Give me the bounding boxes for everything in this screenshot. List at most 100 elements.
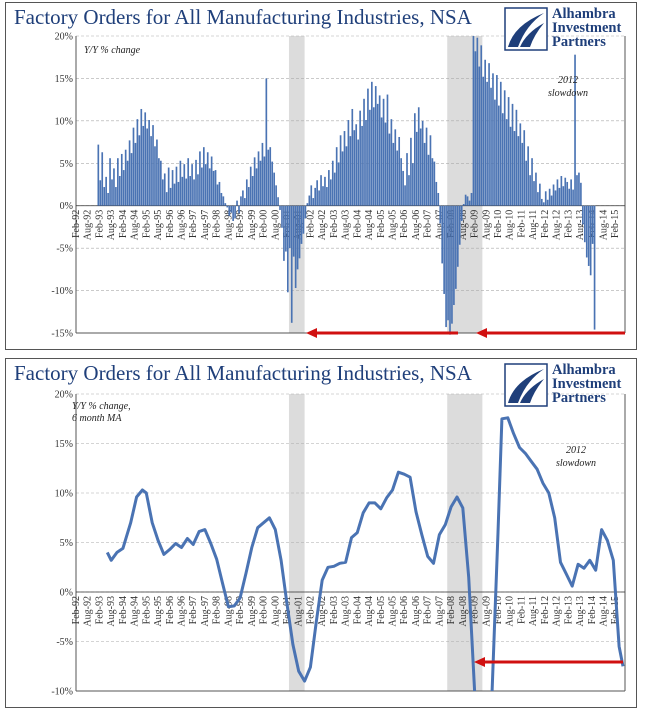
chart-1-bar	[285, 205, 287, 252]
chart-2-x-tick: Feb-96	[165, 596, 176, 624]
chart-1-x-tick: Aug-92	[83, 210, 94, 241]
chart-1-bar	[97, 144, 100, 206]
chart-1-bar	[341, 151, 344, 206]
chart-1-bar	[470, 192, 473, 206]
chart-1-x-tick: Aug-97	[200, 210, 211, 241]
chart-1-bar	[265, 78, 268, 206]
chart-1-bar	[292, 205, 295, 257]
chart-1-bar	[236, 200, 238, 206]
chart-1-bar	[144, 112, 147, 206]
chart-1-y-tick: -5%	[56, 244, 73, 255]
chart-1-bar	[126, 160, 129, 206]
chart-2-x-tick: Aug-94	[130, 596, 141, 627]
chart-2-annotation: 2012 slowdown	[556, 445, 596, 469]
chart-1-bar	[183, 164, 186, 206]
chart-1-bar	[425, 127, 428, 206]
chart-1-bar	[314, 187, 317, 206]
chart-1-bar	[421, 120, 424, 206]
chart-1-bar	[433, 161, 436, 206]
chart-1-x-tick: Feb-13	[563, 210, 574, 238]
chart-2-x-tick: Aug-10	[505, 596, 516, 627]
chart-1-bar	[542, 202, 545, 206]
chart-1-x-tick: Aug-12	[552, 210, 563, 241]
chart-1-bar	[394, 129, 397, 206]
chart-1-x-tick: Feb-06	[399, 210, 410, 238]
chart-1-bar	[115, 187, 117, 206]
chart-1-subtitle: Y/Y % change	[84, 45, 141, 56]
chart-1-bar	[202, 147, 205, 206]
chart-1-x-tick: Aug-10	[505, 210, 516, 241]
chart-1-annotation-line-2: slowdown	[548, 88, 588, 99]
chart-1-bar	[509, 126, 512, 206]
chart-1-bar	[197, 174, 199, 206]
chart-1-bar	[107, 192, 109, 206]
chart-1-bar	[214, 170, 217, 206]
chart-1-x-tick: Feb-97	[188, 210, 199, 238]
chart-1-bar	[431, 158, 434, 206]
chart-1-bar	[195, 159, 197, 206]
chart-1-x-tick: Aug-95	[153, 210, 164, 241]
chart-1-bar	[206, 152, 209, 206]
chart-1-bar	[566, 181, 569, 206]
chart-1-title: Factory Orders for All Manufacturing Ind…	[14, 5, 472, 29]
chart-1-bar	[122, 170, 125, 206]
alhambra-logo-2: Alhambra Investment Partners	[504, 363, 632, 409]
chart-1-bar	[339, 135, 342, 206]
chart-1-bar	[242, 190, 244, 206]
chart-1-bar	[525, 160, 528, 206]
chart-1-bar	[412, 163, 414, 206]
chart-1-bar	[353, 130, 356, 206]
chart-1-bar	[503, 90, 506, 206]
chart-1-bar	[156, 139, 158, 206]
chart-1-bar	[300, 205, 303, 244]
chart-1-bar	[564, 177, 567, 206]
chart-2-x-tick: Aug-95	[153, 596, 164, 627]
chart-1-bar	[578, 172, 580, 206]
chart-1-bar	[583, 205, 586, 243]
chart-1-bar	[154, 146, 156, 206]
chart-1-bar	[150, 136, 152, 206]
chart-1-y-tick: -10%	[51, 286, 73, 297]
chart-1-bar	[296, 205, 299, 270]
chart-2-x-tick: Feb-11	[516, 596, 527, 624]
chart-1-bar	[177, 181, 180, 206]
chart-1-bar	[539, 183, 541, 206]
chart-1-annotation-line-1: 2012	[558, 75, 578, 86]
chart-1-bar	[484, 59, 486, 206]
chart-2-x-tick: Aug-14	[599, 596, 610, 627]
chart-1-bar	[392, 142, 395, 206]
chart-1-bar	[478, 66, 481, 206]
chart-1-bar	[396, 150, 399, 206]
chart-1-bar	[388, 133, 391, 206]
chart-2-y-tick: -10%	[51, 687, 73, 698]
chart-2-x-tick: Aug-13	[575, 596, 586, 627]
chart-1-bar	[544, 191, 547, 206]
chart-1-bar	[257, 151, 260, 206]
chart-1-plot: 20%15%10%5%0%-5%-10%-15%Feb-92 Aug-92 Feb-…	[51, 32, 626, 340]
chart-1-bar	[288, 205, 291, 249]
chart-1-bar	[253, 157, 256, 206]
chart-2-arrow-head	[474, 657, 485, 667]
chart-1-bar	[329, 179, 332, 206]
chart-2-x-tick: Feb-02	[305, 596, 316, 624]
chart-1-x-tick: Aug-98	[223, 210, 234, 241]
chart-2-y-tick: -5%	[56, 637, 73, 648]
chart-1-bar	[505, 119, 508, 206]
chart-1-bar	[349, 136, 352, 206]
chart-1-bar	[283, 205, 285, 261]
chart-2-x-tick: Feb-97	[188, 596, 199, 624]
chart-1-bar	[347, 120, 350, 206]
chart-1-bar	[451, 205, 453, 324]
chart-1-bar	[591, 205, 594, 244]
chart-2-x-tick: Feb-03	[329, 596, 340, 624]
chart-1-x-tick: Aug-04	[364, 210, 375, 241]
chart-1-bar	[359, 110, 361, 206]
chart-1-bar	[226, 205, 229, 208]
chart-2-x-tick: Feb-06	[399, 596, 410, 624]
chart-1-bar	[406, 153, 408, 206]
chart-1-x-tick: Feb-98	[212, 210, 223, 238]
chart-1-bar	[560, 176, 563, 206]
chart-1-bar	[537, 192, 539, 206]
chart-1-bar	[101, 152, 104, 206]
chart-1-bar	[482, 76, 485, 206]
